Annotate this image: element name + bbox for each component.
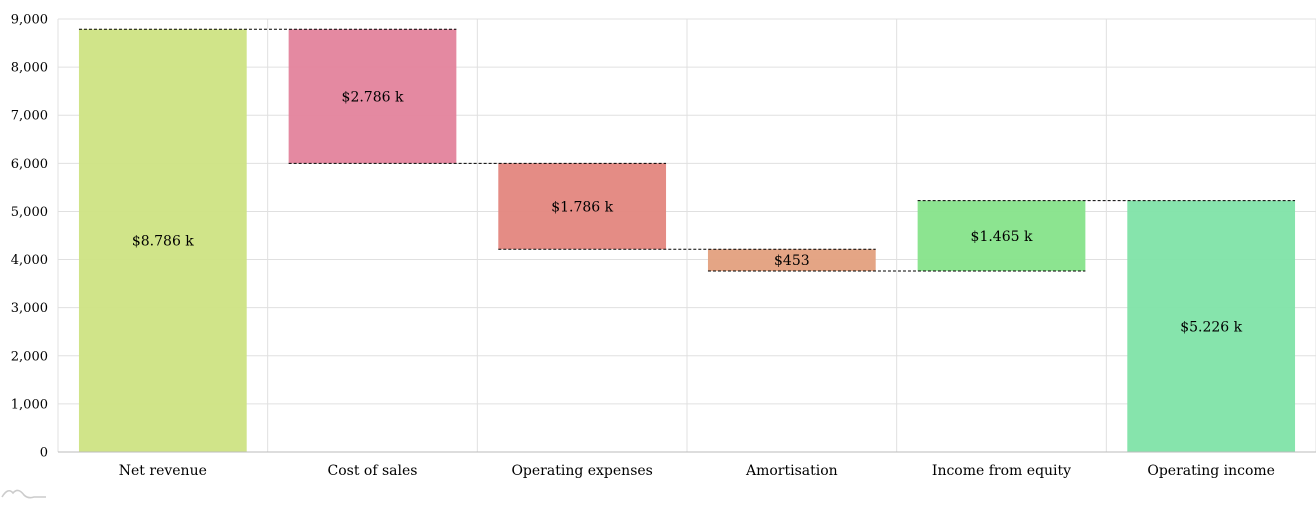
grid-layer [57,18,1316,453]
y-tick-label: 3,000 [11,301,48,316]
data-label: $8.786 k [132,234,194,250]
bar-net-revenue[interactable] [78,29,247,453]
y-tick-label: 8,000 [11,61,48,76]
data-label: $1.786 k [551,199,613,215]
x-tick-label: Income from equity [932,463,1071,479]
amcharts-logo-icon[interactable] [1,489,46,499]
connector-layer [78,28,1296,272]
y-tick-label: 7,000 [11,109,48,124]
y-tick-label: 9,000 [11,13,48,28]
labels-layer: $8.786 k $2.786 k $1.786 k $453 $1.465 k $5.2… [132,89,1243,335]
bar-operating-expenses[interactable] [498,163,667,250]
x-tick-label: Net revenue [119,463,207,479]
y-tick-label: 1,000 [11,397,48,412]
y-tick-label: 4,000 [11,253,48,268]
x-tick-label: Operating income [1147,463,1275,479]
data-label: $2.786 k [342,89,404,105]
y-tick-label: 5,000 [11,205,48,220]
x-tick-label: Cost of sales [328,463,418,479]
y-tick-label: 0 [40,446,48,461]
data-label: $1.465 k [971,229,1033,245]
bar-operating-income[interactable] [1127,200,1296,452]
y-tick-label: 6,000 [11,157,48,172]
axis-layer: 0 1,000 2,000 3,000 4,000 5,000 6,000 7,000 8,00… [11,13,1316,479]
bar-income-from-equity[interactable] [917,200,1086,272]
data-label: $453 [774,253,810,269]
x-tick-label: Operating expenses [511,463,652,479]
bar-amortisation[interactable] [707,249,876,272]
y-tick-label: 2,000 [11,349,48,364]
data-label: $5.226 k [1180,319,1242,335]
bars-layer [78,29,1296,453]
bar-cost-of-sales[interactable] [288,29,457,164]
x-tick-label: Amortisation [745,463,838,479]
